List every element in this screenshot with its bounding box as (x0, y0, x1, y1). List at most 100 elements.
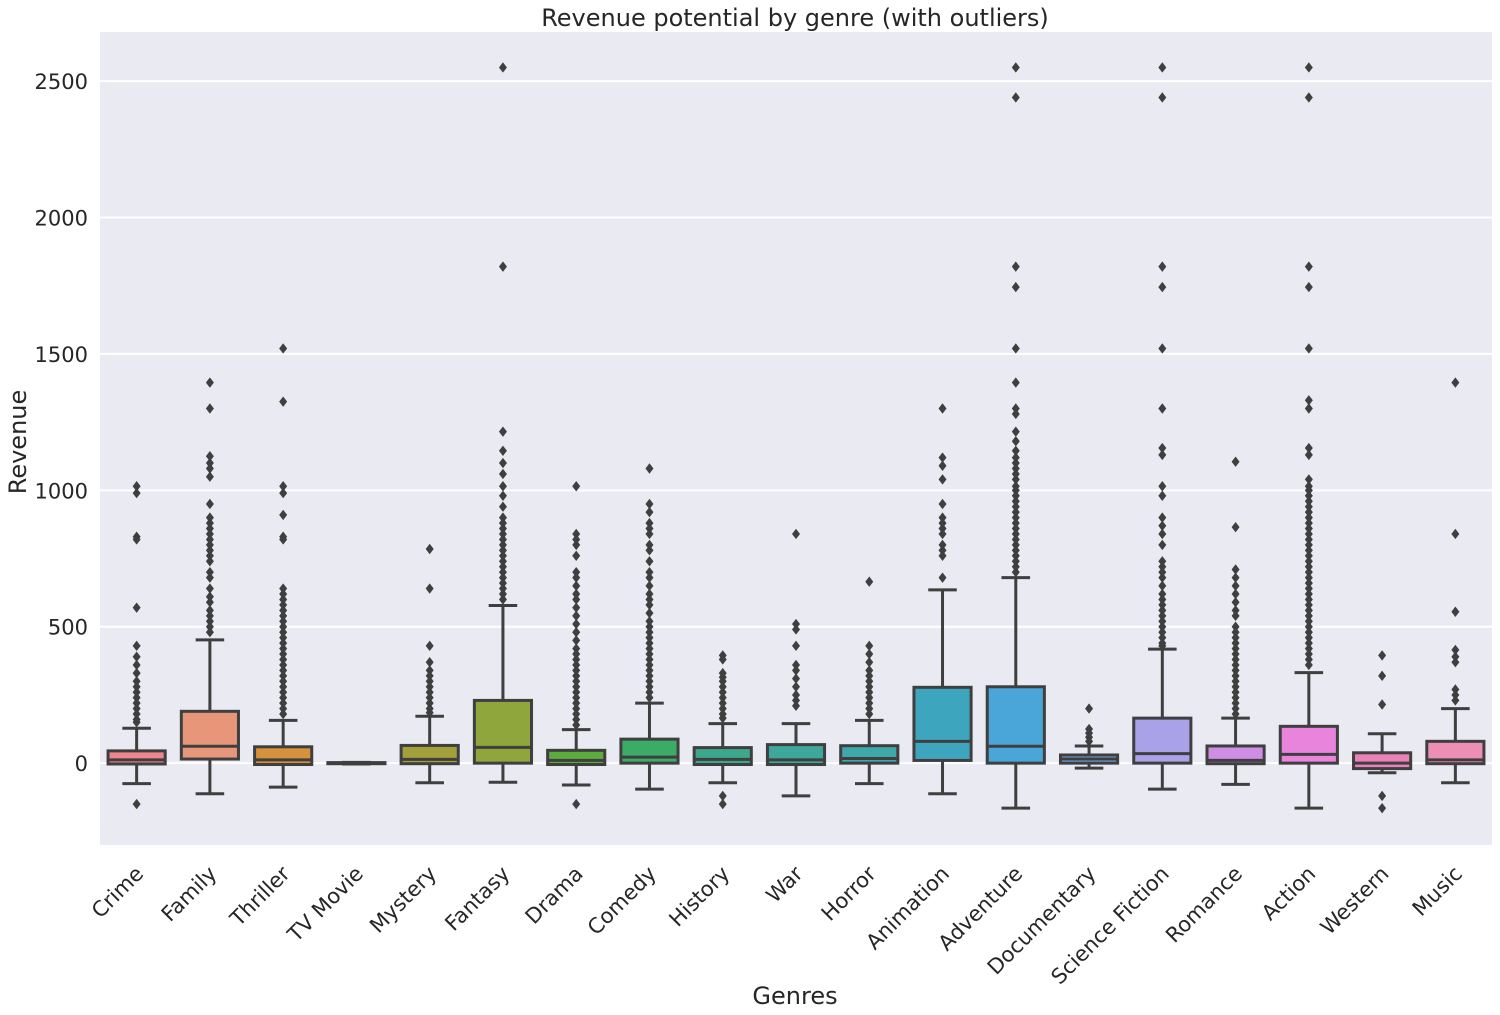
outlier-point (279, 605, 288, 616)
outlier-point (645, 539, 654, 551)
outlier-point (1304, 566, 1313, 578)
box-comedy (619, 463, 680, 791)
outlier-point (498, 426, 507, 437)
outlier-point (1304, 583, 1313, 594)
x-tick-label: Crime (87, 862, 148, 923)
outlier-point (1304, 659, 1313, 671)
outlier-point (1011, 436, 1020, 447)
outlier-point (132, 667, 141, 679)
outlier-point (279, 681, 288, 692)
outlier-point (572, 528, 581, 540)
outlier-point (279, 708, 288, 720)
outlier-point (279, 599, 288, 611)
outlier-point (279, 637, 288, 649)
outlier-point (1231, 596, 1240, 608)
outlier-point (1011, 377, 1020, 388)
outlier-point (938, 517, 947, 529)
outlier-point (1304, 490, 1313, 501)
outlier-point (1158, 566, 1167, 578)
outlier-point (1451, 528, 1460, 540)
outlier-point (279, 654, 288, 665)
box-horror (839, 576, 900, 786)
outlier-point (498, 550, 507, 562)
outlier-point (572, 692, 581, 703)
outlier-point (938, 539, 947, 551)
outlier-point (1231, 588, 1240, 600)
outlier-point (425, 583, 434, 594)
outlier-point (425, 692, 434, 703)
x-tick-label: Mystery (365, 862, 441, 938)
outlier-point (1011, 534, 1020, 545)
outlier-point (645, 681, 654, 692)
outlier-point (132, 717, 141, 728)
outlier-point (645, 607, 654, 619)
outlier-point (132, 692, 141, 703)
iqr-box (1352, 751, 1413, 771)
outlier-point (279, 610, 288, 622)
outlier-point (645, 599, 654, 611)
outlier-point (938, 460, 947, 471)
outlier-point (132, 687, 141, 698)
outlier-point (1011, 556, 1020, 567)
outlier-point (1158, 449, 1167, 461)
outlier-point (865, 692, 874, 703)
outlier-point (205, 512, 214, 523)
outlier-point (572, 580, 581, 592)
outlier-point (1304, 594, 1313, 605)
outlier-point (279, 632, 288, 643)
outlier-point (645, 643, 654, 654)
outlier-point (718, 676, 727, 687)
chart-title: Revenue potential by genre (with outlier… (541, 4, 1049, 32)
outlier-point (205, 610, 214, 622)
outlier-point (132, 602, 141, 613)
outlier-point (1231, 654, 1240, 665)
iqr-box (985, 685, 1046, 765)
outlier-point (279, 676, 288, 687)
outlier-point (792, 665, 800, 676)
outlier-point (1158, 561, 1167, 572)
outlier-point (1378, 650, 1387, 661)
outlier-point (1304, 605, 1313, 616)
outlier-point (1231, 632, 1240, 643)
outlier-point (572, 588, 581, 600)
x-tick-label: Drama (521, 862, 588, 929)
outlier-point (1304, 627, 1313, 638)
outlier-point (1158, 632, 1167, 643)
outlier-point (645, 463, 654, 474)
outlier-point (279, 692, 288, 703)
outlier-point (1158, 261, 1167, 272)
outlier-point (1304, 643, 1313, 654)
boxes (106, 62, 1486, 814)
outlier-point (132, 676, 141, 687)
outlier-point (572, 643, 581, 654)
outlier-point (279, 621, 288, 632)
outlier-point (1231, 676, 1240, 687)
outlier-point (572, 697, 581, 709)
outlier-point (205, 572, 214, 583)
outlier-point (1451, 689, 1460, 701)
outlier-point (498, 481, 507, 492)
outlier-point (1011, 457, 1020, 469)
outlier-point (1304, 545, 1313, 556)
outlier-point (1011, 281, 1020, 293)
outlier-point (1011, 539, 1020, 551)
outlier-point (865, 708, 874, 720)
outlier-point (1451, 606, 1460, 617)
iqr-box (912, 685, 973, 762)
outlier-point (865, 648, 874, 660)
box-thriller (253, 343, 314, 789)
outlier-point (1304, 343, 1313, 354)
outlier-point (1011, 92, 1020, 103)
outlier-point (938, 474, 947, 485)
outlier-point (1011, 561, 1020, 572)
outlier-point (205, 463, 214, 474)
outlier-point (938, 523, 947, 534)
outlier-point (1304, 550, 1313, 562)
outlier-point (572, 481, 581, 492)
outlier-point (205, 556, 214, 567)
outlier-point (132, 697, 141, 709)
outlier-point (645, 648, 654, 660)
outlier-point (279, 703, 288, 714)
iqr-box (839, 744, 900, 765)
outlier-point (1158, 520, 1167, 532)
